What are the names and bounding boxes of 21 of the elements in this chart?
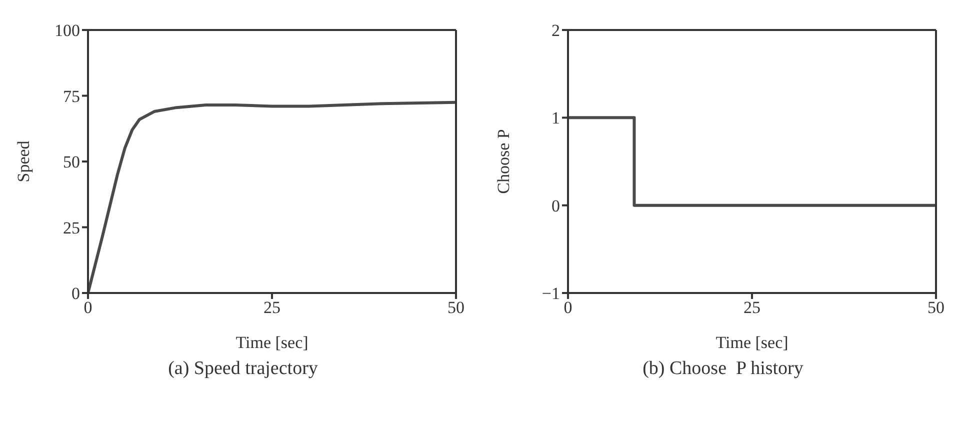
y-axis-title: Choose P [494, 129, 514, 194]
y-tick-label: 0 [72, 284, 80, 304]
text: (b) Choose P history [642, 358, 804, 380]
y-tick-label: 0 [552, 196, 560, 216]
x-tick-label: 25 [264, 298, 280, 318]
y-tick-label: 1 [552, 108, 560, 128]
x-tick-label: 0 [84, 298, 92, 318]
x-axis-title: Time [sec] [236, 333, 308, 352]
x-tick-label: 50 [448, 298, 464, 318]
y-axis-title: Speed [14, 140, 34, 182]
text: (a) Speed trajectory [167, 358, 319, 380]
x-tick-label: 0 [564, 298, 572, 318]
y-tick-label: 25 [63, 218, 80, 238]
x-tick-label: 25 [744, 298, 760, 318]
y-tick-label: 2 [552, 21, 560, 40]
y-tick-label: 75 [63, 86, 80, 106]
y-tick-label: 100 [54, 21, 80, 40]
x-axis-title: Time [sec] [716, 333, 788, 352]
y-tick-label: 50 [63, 152, 80, 172]
y-tick-label: −1 [542, 284, 560, 304]
x-tick-label: 50 [928, 298, 944, 318]
